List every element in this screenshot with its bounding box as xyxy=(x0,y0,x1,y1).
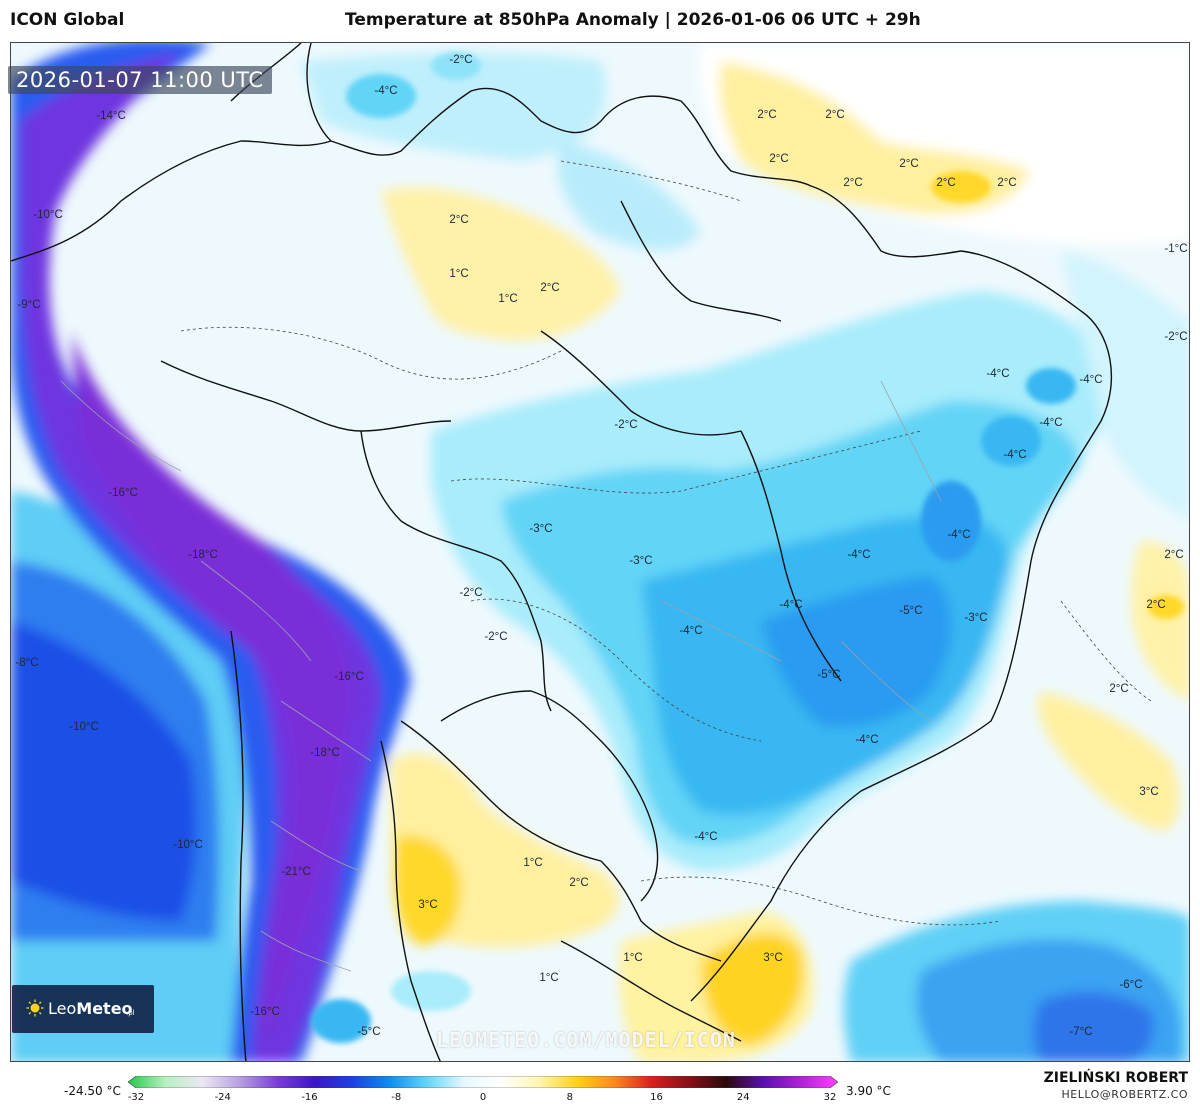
colorbar-tick: 0 xyxy=(479,1092,487,1103)
contour-label: 2°C xyxy=(569,877,588,889)
contour-label: -16°C xyxy=(250,1006,280,1018)
source-watermark: LEOMETEO.COM/MODEL/ICON xyxy=(436,1028,736,1052)
model-name: ICON Global xyxy=(10,10,125,30)
contour-label: -2°C xyxy=(484,631,507,643)
valid-time-badge: 2026-01-07 11:00 UTC xyxy=(8,66,272,94)
sun-icon xyxy=(26,999,44,1017)
contour-label: -4°C xyxy=(986,368,1009,380)
contour-label: -4°C xyxy=(855,734,878,746)
contour-label: -5°C xyxy=(357,1026,380,1038)
colorbar-tick: -16 xyxy=(301,1092,318,1103)
contour-label: -4°C xyxy=(779,599,802,611)
colorbar-tick: 32 xyxy=(823,1092,837,1103)
contour-label: -21°C xyxy=(281,866,311,878)
contour-label: -2°C xyxy=(449,54,472,66)
contour-label: 1°C xyxy=(523,857,542,869)
author-email: HELLO@ROBERTZ.CO xyxy=(1061,1088,1188,1101)
contour-label: -2°C xyxy=(459,587,482,599)
contour-label: -4°C xyxy=(1003,449,1026,461)
contour-label: 2°C xyxy=(757,109,776,121)
contour-label: -16°C xyxy=(334,671,364,683)
contour-label: -10°C xyxy=(69,721,99,733)
colorbar-tick: -8 xyxy=(391,1092,402,1103)
contour-label: 2°C xyxy=(843,177,862,189)
contour-label: -5°C xyxy=(817,669,840,681)
state-borders xyxy=(60,380,942,972)
contour-label: 2°C xyxy=(1109,683,1128,695)
colorbar-tick: 8 xyxy=(566,1092,573,1103)
contour-label: -4°C xyxy=(1079,374,1102,386)
colorbar-tick: -24 xyxy=(214,1092,231,1103)
contour-label: -14°C xyxy=(96,110,126,122)
contour-label: 2°C xyxy=(997,177,1016,189)
contour-label: -5°C xyxy=(899,605,922,617)
contour-label: 2°C xyxy=(769,153,788,165)
contour-label: -3°C xyxy=(964,612,987,624)
footer: -24.50 °C -32 -24 -16 -8 0 8 16 24 32 3.90 °C ZI… xyxy=(0,1064,1200,1108)
country-borders xyxy=(11,43,1113,1061)
contour-label: -1°C xyxy=(1164,243,1187,255)
contour-label: -4°C xyxy=(847,549,870,561)
temperature-fields xyxy=(11,43,1189,1061)
header: ICON Global Temperature at 850hPa Anomal… xyxy=(0,0,1200,40)
chart-title: Temperature at 850hPa Anomaly | 2026-01-… xyxy=(345,10,921,30)
contour-label: 2°C xyxy=(936,177,955,189)
contour-label: -10°C xyxy=(173,839,203,851)
colorbar-ticks: -32 -24 -16 -8 0 8 16 24 32 xyxy=(128,1092,838,1106)
brand-name: LeoMeteo xyxy=(48,999,133,1018)
contour-label: 1°C xyxy=(498,293,517,305)
contour-label: 2°C xyxy=(540,282,559,294)
contour-label: 3°C xyxy=(418,899,437,911)
contour-label: -10°C xyxy=(33,209,63,221)
contour-label: -18°C xyxy=(310,747,340,759)
leometeo-logo[interactable]: LeoMeteo .pl xyxy=(12,985,154,1033)
contour-label: 1°C xyxy=(623,952,642,964)
contour-label: -4°C xyxy=(1039,417,1062,429)
contour-label: -4°C xyxy=(694,831,717,843)
contour-label: -6°C xyxy=(1119,979,1142,991)
colorbar-tick: -32 xyxy=(127,1092,145,1103)
map-canvas: -2°C -4°C -14°C -10°C -9°C 2°C 2°C 2°C 2°C 2°C 2°C… xyxy=(11,43,1189,1061)
brand-suffix: .pl xyxy=(126,1009,135,1017)
contour-label: -7°C xyxy=(1069,1026,1092,1038)
contour-label: 2°C xyxy=(1164,549,1183,561)
colorbar-tick: 24 xyxy=(736,1092,750,1103)
detail-patches xyxy=(311,52,1184,1043)
contour-label: 3°C xyxy=(763,952,782,964)
colorbar-min-label: -24.50 °C xyxy=(64,1084,121,1098)
contour-label: -3°C xyxy=(629,555,652,567)
contour-label: 3°C xyxy=(1139,786,1158,798)
brand-name-bold: Meteo xyxy=(76,999,133,1018)
contour-label: -4°C xyxy=(679,625,702,637)
colorbar-max-label: 3.90 °C xyxy=(846,1084,891,1098)
anomaly-map[interactable]: -2°C -4°C -14°C -10°C -9°C 2°C 2°C 2°C 2°C 2°C 2°C… xyxy=(10,42,1190,1062)
colorbar xyxy=(128,1076,838,1088)
contour-label: 2°C xyxy=(825,109,844,121)
contour-label: 2°C xyxy=(449,214,468,226)
contour-label: 1°C xyxy=(449,268,468,280)
contour-label: -2°C xyxy=(1164,331,1187,343)
contour-label: 2°C xyxy=(899,158,918,170)
anomaly-contours xyxy=(180,160,1152,926)
contour-labels: -2°C -4°C -14°C -10°C -9°C 2°C 2°C 2°C 2°C 2°C 2°C… xyxy=(15,54,1187,1038)
contour-label: 1°C xyxy=(539,972,558,984)
author-name: ZIELIŃSKI ROBERT xyxy=(1043,1070,1188,1086)
contour-label: -4°C xyxy=(947,529,970,541)
colorbar-tick: 16 xyxy=(650,1092,663,1103)
contour-label: -4°C xyxy=(374,85,397,97)
contour-label: -18°C xyxy=(188,549,218,561)
contour-label: -16°C xyxy=(108,487,138,499)
contour-label: -3°C xyxy=(529,523,552,535)
contour-label: -8°C xyxy=(15,657,38,669)
contour-label: -2°C xyxy=(614,419,637,431)
contour-label: -9°C xyxy=(17,299,40,311)
contour-label: 2°C xyxy=(1146,599,1165,611)
brand-name-light: Leo xyxy=(48,999,77,1018)
